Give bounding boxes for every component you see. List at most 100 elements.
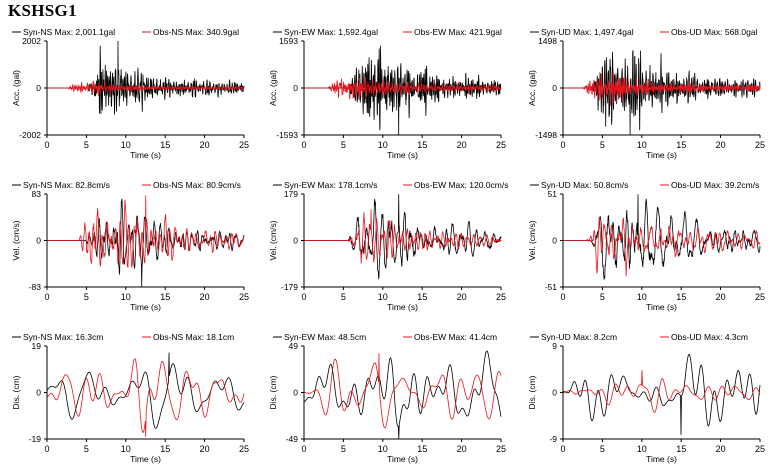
x-tick-label: 15: [676, 292, 686, 302]
y-tick-label: 83: [32, 189, 42, 199]
legend-label-syn-ew: Syn-EW Max: 1,592.4gal: [284, 27, 378, 37]
x-tick-label: 15: [160, 444, 170, 454]
series-line-obs-ud: [563, 217, 761, 277]
x-tick-label: 25: [755, 140, 765, 150]
legend-label-obs-ew: Obs-EW Max: 41.4cm: [414, 332, 497, 342]
y-tick-label: 0: [36, 388, 41, 398]
legend-label-syn-ns: Syn-NS Max: 16.3cm: [23, 332, 103, 342]
x-tick-label: 5: [84, 292, 89, 302]
x-tick-label: 15: [160, 140, 170, 150]
x-tick-label: 10: [121, 292, 131, 302]
x-tick-label: 5: [600, 292, 605, 302]
x-tick-label: 5: [341, 292, 346, 302]
series-line-syn-ud: [563, 353, 761, 435]
chart-panel-vel-ud: Syn-UD Max: 50.8cm/s Obs-UD Max: 39.2cm/s…: [527, 180, 765, 312]
x-axis-label: Time (s): [646, 454, 677, 464]
y-tick-label: -49: [286, 434, 299, 444]
y-tick-label: 1498: [538, 36, 557, 46]
y-tick-label: -9: [549, 434, 557, 444]
x-axis-label: Time (s): [646, 302, 677, 312]
y-tick-label: 0: [552, 83, 557, 93]
series-line-syn-ew: [303, 350, 502, 439]
x-tick-label: 5: [341, 140, 346, 150]
x-tick-label: 20: [200, 292, 210, 302]
series-line-obs-ud: [563, 71, 761, 106]
x-tick-label: 0: [44, 292, 49, 302]
x-tick-label: 10: [637, 140, 647, 150]
x-tick-label: 5: [600, 140, 605, 150]
x-tick-label: 15: [676, 140, 686, 150]
y-tick-label: 51: [548, 189, 558, 199]
legend-label-obs-ew: Obs-EW Max: 120.0cm/s: [414, 180, 508, 190]
y-axis-label: Dis. (cm): [11, 375, 21, 409]
x-tick-label: 25: [755, 444, 765, 454]
x-tick-label: 15: [160, 292, 170, 302]
y-tick-label: 0: [36, 236, 41, 246]
x-axis-label: Time (s): [130, 302, 161, 312]
x-tick-label: 20: [200, 444, 210, 454]
x-tick-label: 25: [496, 292, 506, 302]
y-tick-label: -51: [545, 282, 558, 292]
y-tick-label: 1593: [279, 36, 298, 46]
y-tick-label: 0: [293, 83, 298, 93]
chart-panel-dis-ns: Syn-NS Max: 16.3cm Obs-NS Max: 18.1cm 0 5 10…: [11, 332, 249, 464]
series-line-obs-ud: [562, 370, 761, 413]
series-line-syn-ns: [47, 40, 245, 115]
x-tick-label: 15: [417, 444, 427, 454]
x-tick-label: 20: [457, 444, 467, 454]
x-tick-label: 20: [716, 292, 726, 302]
x-tick-label: 25: [755, 292, 765, 302]
x-tick-label: 20: [457, 292, 467, 302]
x-tick-label: 0: [560, 292, 565, 302]
x-tick-label: 10: [378, 292, 388, 302]
x-tick-label: 15: [417, 140, 427, 150]
series-line-syn-ew: [304, 194, 502, 280]
chart-panel-acc-ud: Syn-UD Max: 1,497.4gal Obs-UD Max: 568.0g…: [527, 27, 765, 160]
y-axis-label: Dis. (cm): [268, 375, 278, 409]
x-axis-label: Time (s): [387, 302, 418, 312]
legend-label-obs-ud: Obs-UD Max: 39.2cm/s: [671, 180, 759, 190]
x-tick-label: 25: [496, 140, 506, 150]
x-tick-label: 20: [457, 140, 467, 150]
x-tick-label: 5: [84, 444, 89, 454]
legend-label-obs-ns: Obs-NS Max: 340.9gal: [153, 27, 239, 37]
x-tick-label: 10: [378, 444, 388, 454]
x-tick-label: 10: [121, 140, 131, 150]
x-tick-label: 15: [676, 444, 686, 454]
y-tick-label: -19: [29, 434, 42, 444]
series-line-obs-ns: [47, 80, 245, 97]
x-tick-label: 10: [637, 292, 647, 302]
x-tick-label: 20: [716, 140, 726, 150]
y-axis-label: Vel. (cm/s): [527, 220, 537, 260]
series-line-obs-ew: [304, 76, 502, 101]
x-axis-label: Time (s): [130, 454, 161, 464]
series-line-obs-ew: [304, 209, 502, 264]
x-tick-label: 0: [301, 292, 306, 302]
series-line-obs-ns: [47, 195, 245, 268]
series-line-syn-ud: [563, 194, 761, 280]
legend-label-obs-ud: Obs-UD Max: 4.3cm: [671, 332, 748, 342]
y-axis-label: Acc. (gal): [527, 70, 537, 106]
series-line-obs-ns: [46, 358, 245, 437]
chart-panel-acc-ew: Syn-EW Max: 1,592.4gal Obs-EW Max: 421.9g…: [268, 27, 506, 160]
y-tick-label: 19: [32, 341, 42, 351]
x-tick-label: 15: [417, 292, 427, 302]
y-tick-label: -83: [29, 282, 42, 292]
legend-label-syn-ud: Syn-UD Max: 1,497.4gal: [541, 27, 634, 37]
x-tick-label: 5: [84, 140, 89, 150]
y-tick-label: 0: [293, 388, 298, 398]
chart-panel-acc-ns: Syn-NS Max: 2,001.1gal Obs-NS Max: 340.9g…: [11, 27, 249, 160]
x-tick-label: 10: [121, 444, 131, 454]
series-line-obs-ew: [303, 353, 502, 429]
x-tick-label: 10: [637, 444, 647, 454]
chart-panel-vel-ns: Syn-NS Max: 82.8cm/s Obs-NS Max: 80.9cm/s…: [11, 180, 249, 312]
x-tick-label: 5: [341, 444, 346, 454]
x-axis-label: Time (s): [646, 150, 677, 160]
y-axis-label: Dis. (cm): [527, 375, 537, 409]
y-tick-label: 2002: [22, 36, 41, 46]
x-tick-label: 0: [301, 140, 306, 150]
legend-label-syn-ns: Syn-NS Max: 2,001.1gal: [23, 27, 115, 37]
legend-label-syn-ew: Syn-EW Max: 48.5cm: [284, 332, 366, 342]
x-tick-label: 0: [560, 140, 565, 150]
